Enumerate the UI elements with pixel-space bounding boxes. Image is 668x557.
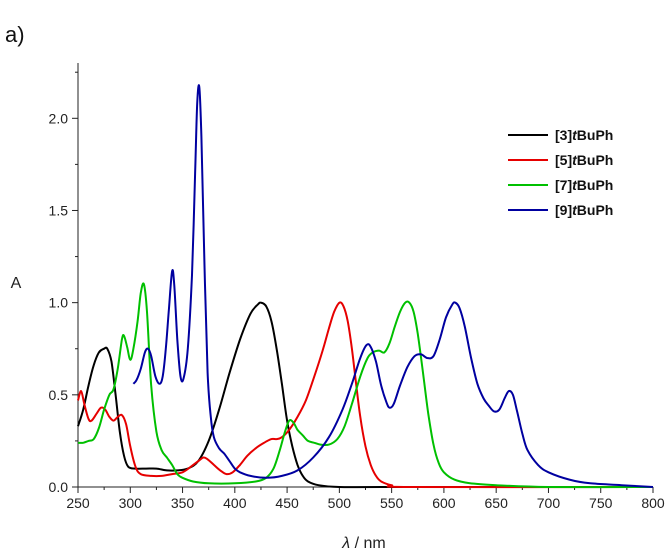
x-tick-label: 750: [589, 495, 613, 511]
x-tick-label: 800: [641, 495, 665, 511]
legend-label: [9]tBuPh: [555, 202, 613, 218]
x-tick-label: 350: [171, 495, 195, 511]
axes: 250 300 350 400 450 500 550 600 650 700 750 800 0.0 0…: [49, 63, 665, 511]
series-line-1: [77, 301, 654, 489]
panel-label: a): [5, 22, 25, 47]
y-axis-label: A: [11, 275, 22, 292]
y-tick-label: 1.5: [49, 202, 69, 218]
x-tick-label: 300: [119, 495, 143, 511]
series-line-4: [132, 84, 654, 488]
x-axis-label: λ / nm: [341, 535, 385, 552]
x-tick-label: 450: [275, 495, 299, 511]
series-line-3: [77, 282, 654, 489]
legend: [3]tBuPh [5]tBuPh [7]tBuPh [9]tBuPh: [508, 127, 613, 218]
x-tick-label: 500: [328, 495, 352, 511]
x-tick-label: 600: [432, 495, 456, 511]
x-tick-label: 700: [537, 495, 561, 511]
y-tick-label: 1.0: [49, 295, 69, 311]
x-tick-label: 550: [380, 495, 404, 511]
series-line-2: [77, 301, 654, 489]
y-tick-label: 0.0: [49, 479, 69, 495]
legend-label: [7]tBuPh: [555, 177, 613, 193]
y-tick-label: 0.5: [49, 387, 69, 403]
legend-label: [3]tBuPh: [555, 127, 613, 143]
y-tick-label: 2.0: [49, 110, 69, 126]
x-tick-label: 650: [485, 495, 509, 511]
legend-label: [5]tBuPh: [555, 152, 613, 168]
x-tick-label: 250: [66, 495, 90, 511]
x-tick-label: 400: [223, 495, 247, 511]
series-layer: [77, 84, 654, 489]
